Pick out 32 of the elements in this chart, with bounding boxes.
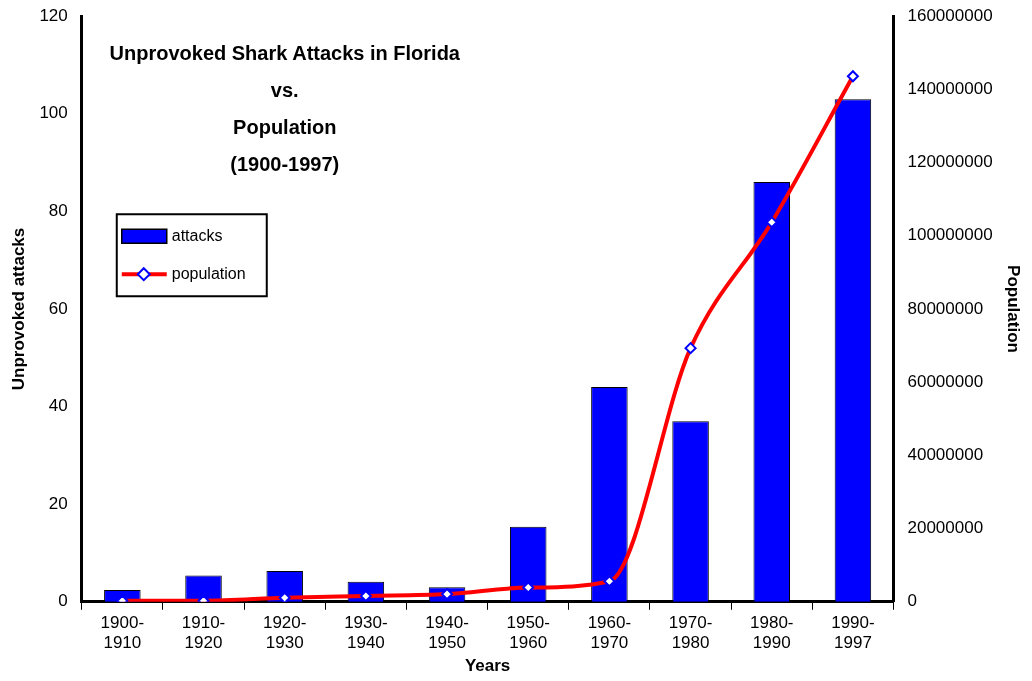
x-tick-label: 1960-1970 (587, 612, 632, 653)
y2-tick-label: 140000000 (907, 79, 993, 99)
x-axis-title: Years (464, 656, 511, 676)
x-tick-label: 1920-1930 (262, 612, 307, 653)
legend-label: population (171, 264, 246, 282)
y2-tick-label: 100000000 (907, 225, 993, 245)
y2-tick-label: 20000000 (907, 518, 984, 538)
y-tick-label: 60 (48, 298, 68, 318)
y2-axis-title: Population (1004, 265, 1024, 353)
y2-tick-label: 40000000 (907, 445, 984, 465)
y2-tick-label: 60000000 (907, 371, 984, 391)
y-tick-label: 100 (39, 103, 68, 123)
y-tick-label: 40 (48, 396, 68, 416)
x-tick-label: 1900-1910 (100, 612, 145, 653)
x-tick-label: 1910-1920 (181, 612, 226, 653)
x-tick-label: 1930-1940 (344, 612, 388, 653)
y2-tick-label: 80000000 (907, 298, 984, 318)
legend-label: attacks (171, 226, 223, 244)
y-tick-label: 80 (48, 201, 68, 221)
text: Unprovoked Shark Attacks in Florida vs. Population (1900-1997) (109, 41, 461, 175)
y2-tick-label: 0 (907, 591, 917, 611)
y-axis-title: Unprovoked attacks (8, 227, 28, 391)
y-tick-label: 120 (39, 5, 68, 25)
y-tick-label: 0 (58, 591, 68, 611)
x-tick-label: 1970-1980 (668, 612, 713, 653)
y2-tick-label: 120000000 (907, 152, 993, 172)
y-tick-label: 20 (48, 493, 68, 513)
x-tick-label: 1940-1950 (425, 612, 469, 653)
x-tick-label: 1980-1990 (750, 612, 794, 653)
y2-tick-label: 160000000 (907, 5, 993, 25)
x-tick-label: 1950-1960 (506, 612, 550, 653)
x-tick-label: 1990-1997 (831, 612, 875, 653)
